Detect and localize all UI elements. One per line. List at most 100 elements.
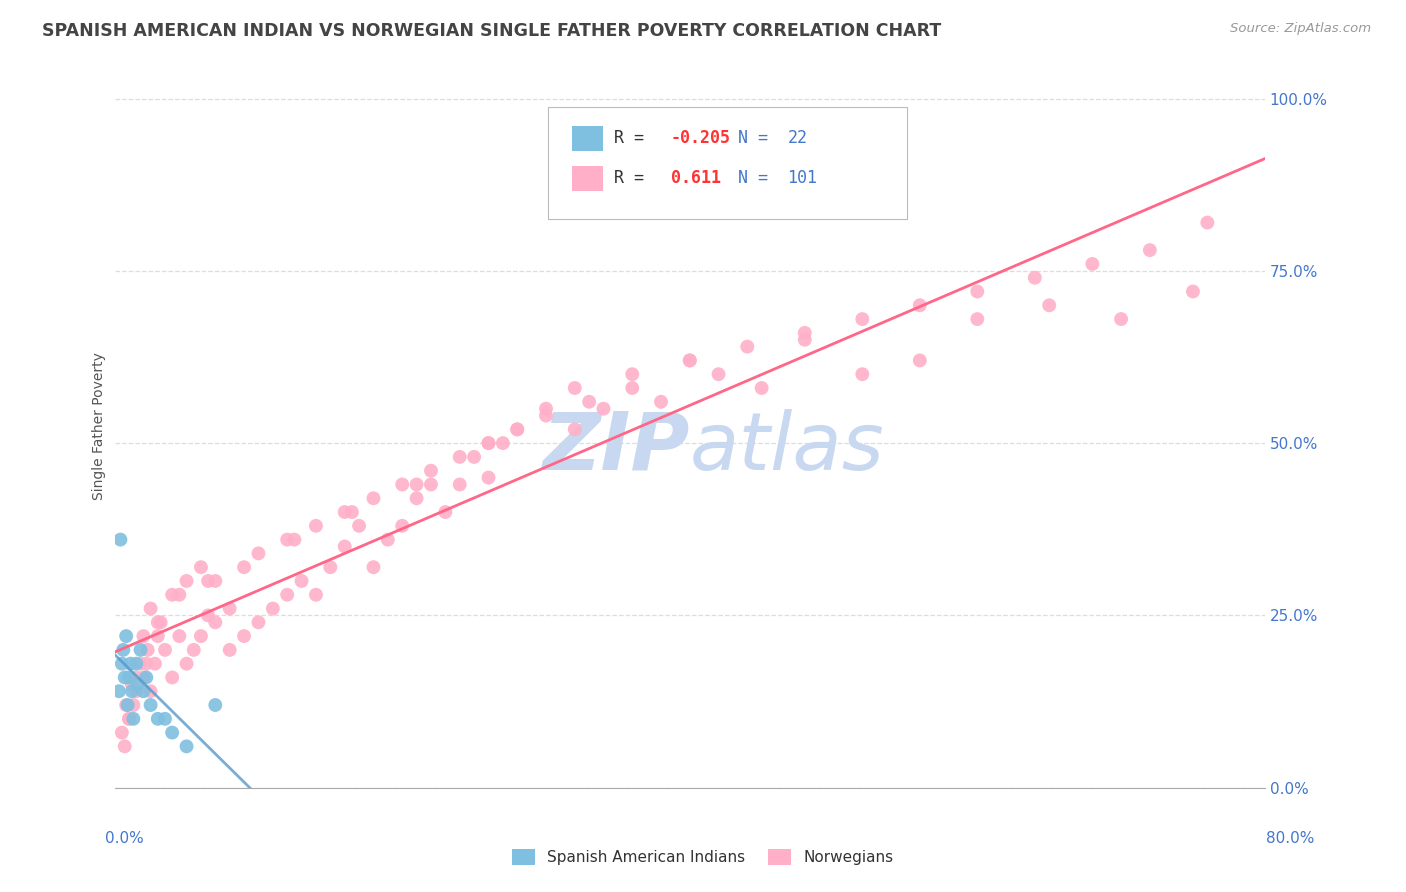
Point <box>132 684 155 698</box>
Point <box>135 670 157 684</box>
Point <box>420 464 443 478</box>
Point <box>169 629 191 643</box>
Point <box>564 381 586 395</box>
Point <box>218 601 240 615</box>
Point <box>908 298 931 312</box>
Point <box>793 333 815 347</box>
Point <box>463 450 485 464</box>
Point <box>751 381 773 395</box>
Point <box>1024 270 1046 285</box>
Point <box>377 533 399 547</box>
Point <box>1139 243 1161 257</box>
Point <box>492 436 515 450</box>
Point <box>247 546 270 560</box>
Point <box>420 477 443 491</box>
Point <box>129 657 152 671</box>
Point <box>146 615 169 630</box>
Point <box>197 608 219 623</box>
Text: ZIP: ZIP <box>543 409 690 487</box>
Point <box>129 643 152 657</box>
Point <box>449 477 471 491</box>
Point <box>477 436 499 450</box>
Point <box>477 470 499 484</box>
Text: 80.0%: 80.0% <box>1267 831 1315 846</box>
Legend: Spanish American Indians, Norwegians: Spanish American Indians, Norwegians <box>506 843 900 871</box>
Point <box>218 643 240 657</box>
Point <box>340 505 363 519</box>
Point <box>160 670 183 684</box>
Point <box>851 312 873 326</box>
Text: atlas: atlas <box>690 409 884 487</box>
Point <box>169 588 191 602</box>
Point <box>176 739 198 754</box>
Point <box>115 629 138 643</box>
Point <box>204 698 226 712</box>
Point <box>111 657 134 671</box>
Point <box>122 698 145 712</box>
Point <box>233 629 256 643</box>
Point <box>333 540 356 554</box>
Point <box>434 505 457 519</box>
Text: 101: 101 <box>787 169 817 187</box>
Point <box>190 560 212 574</box>
Point <box>118 670 141 684</box>
Point <box>108 684 131 698</box>
Point <box>118 712 141 726</box>
Point <box>679 353 702 368</box>
Point <box>506 422 529 436</box>
Point <box>650 394 672 409</box>
Point <box>391 477 413 491</box>
Point <box>153 643 176 657</box>
Point <box>121 684 143 698</box>
Point <box>621 381 644 395</box>
Text: Source: ZipAtlas.com: Source: ZipAtlas.com <box>1230 22 1371 36</box>
Point <box>276 533 298 547</box>
Point <box>262 601 284 615</box>
Point <box>136 643 159 657</box>
Point <box>564 422 586 436</box>
Point <box>146 629 169 643</box>
Point <box>139 684 162 698</box>
Point <box>405 491 427 506</box>
Text: R =: R = <box>614 129 654 147</box>
Point <box>477 436 499 450</box>
Point <box>118 712 141 726</box>
Point <box>1109 312 1132 326</box>
Point <box>908 353 931 368</box>
Point <box>290 574 312 588</box>
Point <box>347 518 370 533</box>
Point <box>143 657 166 671</box>
Point <box>1181 285 1204 299</box>
Point <box>449 450 471 464</box>
Point <box>125 684 148 698</box>
Point <box>153 712 176 726</box>
Point <box>115 698 138 712</box>
Point <box>122 712 145 726</box>
Point <box>149 615 172 630</box>
Point <box>319 560 342 574</box>
Point <box>190 629 212 643</box>
Point <box>139 601 162 615</box>
Point <box>707 368 730 382</box>
Text: 0.611: 0.611 <box>671 169 721 187</box>
Point <box>125 657 148 671</box>
Point <box>735 340 758 354</box>
Point <box>176 657 198 671</box>
Point <box>391 518 413 533</box>
Point <box>112 643 135 657</box>
Point <box>247 615 270 630</box>
Text: N =: N = <box>738 169 778 187</box>
Text: R =: R = <box>614 169 654 187</box>
Point <box>117 698 139 712</box>
Point <box>114 739 136 754</box>
Point <box>363 560 385 574</box>
Point <box>1081 257 1104 271</box>
Point <box>197 574 219 588</box>
Point <box>592 401 614 416</box>
Point <box>114 670 136 684</box>
Point <box>793 326 815 340</box>
Point <box>132 670 155 684</box>
Point <box>283 533 305 547</box>
Point <box>125 670 148 684</box>
Point <box>146 712 169 726</box>
